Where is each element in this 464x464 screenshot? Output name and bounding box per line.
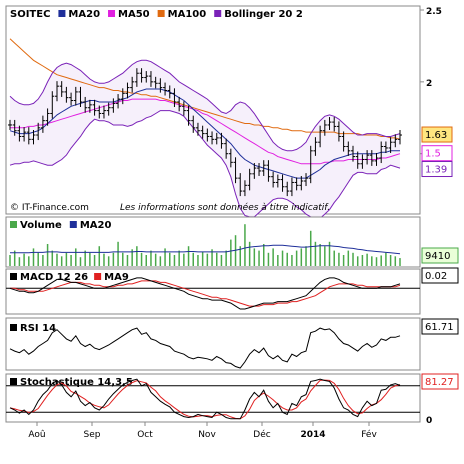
- rsi-line: [9, 327, 401, 369]
- volume-legend-label-0: Volume: [20, 220, 62, 231]
- stochastic-panel: Stochastique 14,3,5 81.27 0: [5, 373, 459, 426]
- rsi-badge-box: [421, 318, 459, 335]
- legend-label-3: MA100: [168, 9, 207, 20]
- rsi-plot-frame: [5, 317, 421, 371]
- legend-label-2: MA50: [118, 9, 150, 20]
- price-badge-0: 1.63: [425, 130, 447, 141]
- ma20-line: [9, 88, 400, 179]
- price-badge-0-box: [421, 126, 453, 143]
- macd-legend-label-0: MACD 12 26: [20, 272, 88, 283]
- ma50-line: [10, 98, 401, 165]
- x-tick-label: Sep: [84, 430, 101, 440]
- stochastic-y-tick-label: 0: [426, 416, 432, 426]
- volume-ma-line: [10, 244, 401, 255]
- price-panel: SOITEC MA20 MA50 MA100 Bollinger 20 2 2.5 2 1.…: [5, 5, 453, 219]
- rsi-legend-label: RSI 14: [20, 323, 56, 334]
- volume-legend-swatch-0: [10, 221, 17, 228]
- price-badge-1: 1.5: [425, 149, 441, 160]
- macd-badge-box: [421, 267, 459, 284]
- macd-badge: 0.02: [425, 271, 447, 282]
- macd-legend-label-1: MA9: [104, 272, 129, 283]
- macd-panel: MACD 12 26 MA9 0.02: [5, 267, 459, 315]
- x-tick-label: Fév: [361, 429, 377, 440]
- bollinger-upper-line: [9, 59, 401, 152]
- price-value-badges: 1.63 1.5 1.39: [421, 126, 453, 178]
- rsi-legend: RSI 14: [10, 323, 56, 334]
- macd-legend-swatch-0: [10, 273, 17, 280]
- stochastic-plot-frame: [5, 373, 421, 423]
- copyright-credit: © IT-Finance.com: [10, 203, 89, 213]
- volume-value-badge: 9410: [421, 247, 459, 264]
- stochastic-badge: 81.27: [425, 377, 454, 388]
- rsi-panel: RSI 14 61.71: [5, 317, 459, 371]
- volume-legend: Volume MA20: [10, 220, 111, 231]
- volume-ma-polyline: [10, 244, 401, 255]
- x-axis: Aoû Sep Oct Nov Déc 2014 Fév: [28, 422, 377, 440]
- legend-label-4: Bollinger 20 2: [224, 9, 303, 20]
- volume-panel: Volume MA20 9410: [5, 216, 459, 268]
- x-tick-label: 2014: [300, 430, 325, 440]
- volume-legend-label-1: MA20: [80, 220, 112, 231]
- price-badge-2-box: [421, 161, 453, 178]
- bollinger-lower-line: [9, 110, 401, 219]
- stochastic-legend-swatch: [10, 378, 17, 385]
- x-tick-label: Aoû: [28, 430, 45, 440]
- price-y-tick-label: 2.5: [426, 7, 442, 17]
- x-tick-label: Déc: [253, 429, 270, 440]
- price-legend: SOITEC MA20 MA50 MA100 Bollinger 20 2: [7, 7, 303, 20]
- stochastic-d-line: [9, 379, 401, 420]
- legend-swatch-2: [108, 10, 116, 17]
- legend-swatch-3: [157, 10, 165, 17]
- macd-main-line: [9, 277, 401, 310]
- price-y-tick-label: 2: [426, 79, 432, 89]
- disclaimer-text: Les informations sont données à titre in…: [120, 202, 330, 213]
- bollinger-band-fill: [10, 60, 400, 219]
- rsi-polyline: [9, 327, 401, 369]
- rsi-badge: 61.71: [425, 322, 454, 333]
- volume-legend-swatch-1: [69, 221, 77, 228]
- macd-value-badge: 0.02: [421, 267, 459, 284]
- stochastic-k-line: [9, 378, 401, 420]
- rsi-value-badge: 61.71: [421, 318, 459, 335]
- macd-legend: MACD 12 26 MA9: [10, 272, 129, 283]
- legend-swatch-1: [58, 10, 66, 17]
- volume-badge-box: [421, 247, 459, 264]
- price-badge-1-box: [421, 145, 453, 162]
- stochastic-legend: Stochastique 14,3,5: [10, 377, 133, 388]
- volume-badge: 9410: [425, 251, 450, 262]
- stochastic-value-badge: 81.27 0: [421, 373, 459, 426]
- macd-legend-swatch-1: [94, 273, 102, 280]
- macd-plot-frame: [5, 268, 421, 315]
- macd-lines: [6, 277, 420, 310]
- legend-label-0: SOITEC: [10, 9, 50, 20]
- x-tick-label: Oct: [137, 430, 153, 440]
- legend-swatch-4: [214, 10, 222, 17]
- rsi-legend-swatch: [10, 324, 17, 331]
- stochastic-badge-box: [421, 373, 459, 390]
- price-badge-2: 1.39: [425, 165, 447, 176]
- x-tick-label: Nov: [198, 430, 216, 440]
- stochastic-legend-label: Stochastique 14,3,5: [20, 377, 133, 388]
- price-series: [8, 38, 402, 219]
- ma100-line: [9, 38, 401, 140]
- legend-label-1: MA20: [68, 9, 100, 20]
- stochastic-lines: [6, 378, 420, 420]
- price-legend-bg: [7, 7, 297, 19]
